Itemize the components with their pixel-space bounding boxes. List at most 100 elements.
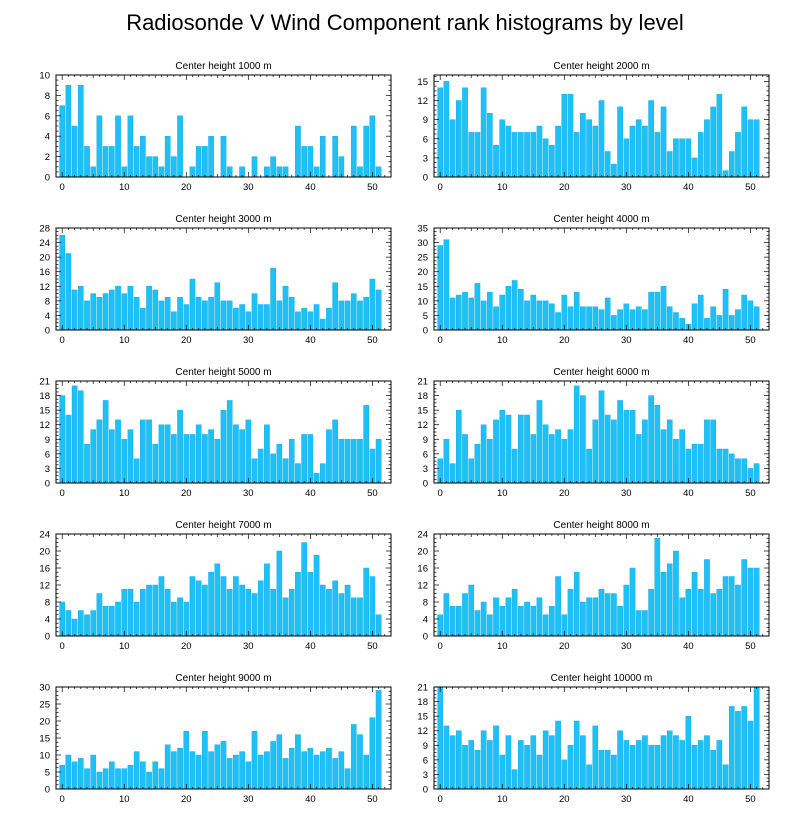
histogram-bar [518, 606, 524, 637]
x-tick-label: 20 [559, 641, 570, 652]
histogram-bar [257, 304, 264, 331]
histogram-bar [140, 589, 146, 637]
histogram-bar [753, 567, 760, 637]
histogram-bar [592, 419, 599, 484]
histogram-bar [580, 113, 586, 178]
histogram-bar [90, 429, 97, 484]
y-tick-label: 5 [45, 768, 50, 779]
histogram-bar [716, 589, 723, 637]
histogram-bar [511, 280, 518, 331]
x-tick-label: 40 [305, 794, 316, 805]
y-tick-label: 24 [39, 530, 50, 541]
histogram-bar [462, 593, 468, 637]
histogram-bar [561, 439, 568, 484]
histogram-bar [511, 448, 518, 484]
y-tick-label: 20 [39, 717, 50, 728]
histogram-bar [443, 593, 450, 637]
y-tick-label: 0 [423, 632, 428, 643]
histogram-bar [78, 758, 84, 790]
histogram-bar [611, 315, 617, 331]
histogram-bar [456, 730, 462, 790]
histogram-bar [270, 741, 276, 790]
y-tick-label: 4 [45, 615, 50, 626]
histogram-bar [704, 119, 710, 178]
histogram-bar [524, 601, 530, 637]
histogram-bar [598, 749, 605, 790]
x-tick-label: 10 [119, 641, 130, 652]
histogram-bar [239, 751, 245, 790]
y-tick-label: 0 [45, 173, 50, 184]
chart-panel: Center height 6000 m 0 10 20 30 40 50 0 3 6 9 12 15 1… [417, 367, 770, 499]
histogram-bar [586, 764, 592, 790]
histogram-bar [307, 572, 314, 637]
chart-panel: Center height 9000 m 0 10 20 30 40 50 0 5 10 15 20 2… [39, 673, 392, 805]
histogram-bar [202, 731, 208, 790]
histogram-bar [96, 115, 103, 178]
histogram-bar [146, 771, 152, 790]
histogram-bar [549, 144, 555, 178]
histogram-bar [195, 146, 202, 178]
y-tick-label: 15 [39, 406, 50, 417]
histogram-bar [505, 414, 512, 484]
histogram-bar [133, 601, 140, 637]
histogram-bar [102, 768, 109, 790]
histogram-bar [660, 572, 667, 637]
y-tick-label: 30 [39, 683, 50, 694]
histogram-bar [673, 735, 679, 790]
histogram-bar [164, 744, 171, 790]
histogram-bar [226, 589, 233, 637]
y-tick-label: 6 [45, 111, 50, 122]
histogram-bar [363, 125, 369, 178]
histogram-bar [127, 429, 134, 484]
histogram-bar [59, 105, 66, 178]
y-tick-label: 3 [45, 464, 50, 475]
histogram-bar [102, 606, 109, 637]
histogram-bar [549, 735, 555, 790]
histogram-bar [264, 304, 270, 331]
histogram-bar [493, 597, 499, 637]
y-tick-label: 0 [45, 785, 50, 796]
histogram-bar [524, 745, 530, 790]
histogram-bar [350, 439, 357, 484]
histogram-bar [666, 306, 673, 331]
panel-title: Center height 8000 m [553, 520, 649, 531]
histogram-bar [208, 751, 214, 790]
histogram-bar [735, 458, 741, 484]
histogram-bar [493, 306, 499, 331]
histogram-bar [183, 434, 190, 484]
histogram-bar [741, 559, 747, 637]
histogram-bar [697, 294, 704, 331]
histogram-bar [567, 429, 574, 484]
panel-title: Center height 10000 m [551, 673, 653, 684]
histogram-bar [177, 597, 183, 637]
histogram-bar [109, 289, 115, 331]
x-tick-label: 40 [683, 794, 694, 805]
histogram-bar [344, 584, 351, 637]
histogram-bar [276, 300, 283, 331]
histogram-bar [282, 597, 289, 637]
panel-title: Center height 3000 m [175, 214, 271, 225]
histogram-bar [728, 576, 735, 637]
histogram-bar [301, 751, 307, 790]
histogram-bar [121, 589, 128, 637]
chart-panel: Center height 7000 m 0 10 20 30 40 50 0 4 8 12 16 20… [39, 520, 392, 652]
y-tick-label: 20 [39, 253, 50, 264]
chart-panel: Center height 2000 m 0 10 20 30 40 50 0 3 6 9 12 15 [417, 61, 770, 193]
histogram-bar [202, 434, 208, 484]
histogram-bar [332, 758, 338, 790]
histogram-bar [611, 754, 617, 790]
histogram-bar [487, 614, 493, 637]
histogram-bar [158, 768, 165, 790]
histogram-bar [685, 138, 692, 178]
histogram-bar [468, 740, 475, 790]
x-tick-label: 0 [60, 335, 65, 346]
histogram-bar [710, 306, 716, 331]
x-tick-label: 50 [367, 794, 378, 805]
histogram-bar [642, 419, 648, 484]
histogram-bar [660, 106, 667, 178]
histogram-bar [226, 758, 233, 790]
histogram-bar [542, 614, 549, 637]
histogram-bar [487, 291, 493, 331]
histogram-bar [611, 419, 617, 484]
histogram-bar [233, 754, 239, 790]
